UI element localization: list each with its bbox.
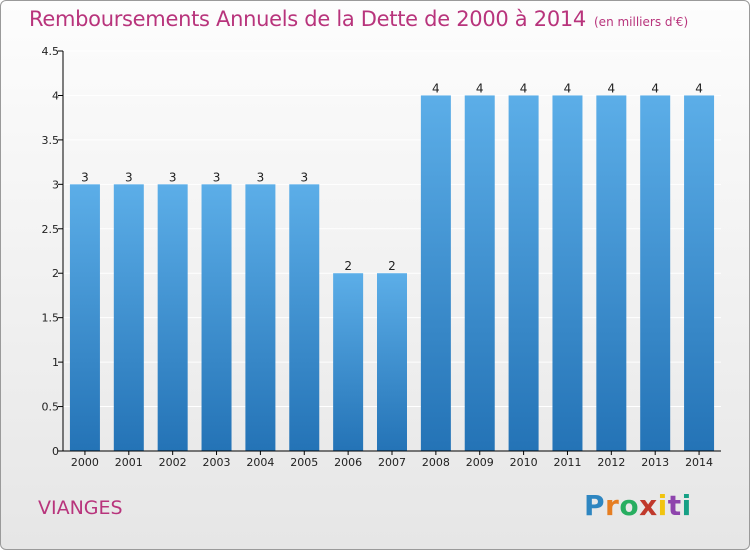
bar-value-label: 4: [608, 81, 616, 95]
y-tick-label: 1.5: [42, 312, 60, 325]
proxiti-logo: Proxiti: [584, 489, 692, 522]
bar: [508, 95, 539, 451]
bar: [684, 95, 715, 451]
bar-value-label: 4: [564, 81, 572, 95]
bar-value-label: 2: [388, 259, 396, 273]
bar: [201, 184, 232, 452]
brand-letter: i: [681, 489, 692, 522]
y-tick-label: 4: [52, 89, 59, 102]
bar: [333, 273, 364, 451]
bar-value-label: 3: [169, 170, 177, 184]
y-tick-label: 4.5: [42, 45, 60, 58]
x-tick-label: 2005: [290, 456, 318, 469]
bar: [69, 184, 100, 452]
chart-title-text: Remboursements Annuels de la Dette de 20…: [29, 7, 586, 31]
y-tick-label: 0: [52, 445, 59, 458]
x-tick-label: 2002: [159, 456, 187, 469]
bar-value-label: 2: [344, 259, 352, 273]
x-tick-label: 2012: [597, 456, 625, 469]
x-tick-label: 2008: [422, 456, 450, 469]
bar-value-label: 4: [695, 81, 703, 95]
brand-letter: x: [639, 489, 658, 522]
x-tick-label: 2006: [334, 456, 362, 469]
bar-value-label: 4: [432, 81, 440, 95]
bar-value-label: 4: [520, 81, 528, 95]
bar: [113, 184, 144, 452]
bar: [289, 184, 320, 452]
x-tick-label: 2014: [685, 456, 713, 469]
bar: [596, 95, 627, 451]
bar: [245, 184, 276, 452]
x-tick-label: 2003: [203, 456, 231, 469]
bar-value-label: 3: [125, 170, 133, 184]
bar: [420, 95, 451, 451]
x-tick-label: 2013: [641, 456, 669, 469]
bar: [377, 273, 407, 451]
brand-letter: P: [584, 489, 606, 522]
brand-letter: i: [657, 489, 668, 522]
bar: [464, 95, 495, 451]
chart-title: Remboursements Annuels de la Dette de 20…: [29, 7, 688, 31]
bar-value-label: 4: [476, 81, 484, 95]
y-tick-label: 2.5: [42, 223, 60, 236]
x-tick-label: 2009: [466, 456, 494, 469]
bar-value-label: 3: [257, 170, 265, 184]
chart-unit: (en milliers d'€): [594, 15, 689, 29]
y-tick-label: 1: [52, 356, 59, 369]
y-tick-label: 3: [52, 178, 59, 191]
y-tick-label: 3.5: [42, 134, 60, 147]
bar: [640, 95, 671, 451]
bar: [552, 95, 583, 451]
commune-name: VIANGES: [38, 497, 123, 519]
x-tick-label: 2001: [115, 456, 143, 469]
bar-value-label: 3: [81, 170, 89, 184]
x-tick-label: 2010: [510, 456, 538, 469]
x-tick-label: 2000: [71, 456, 99, 469]
bar-value-label: 4: [651, 81, 659, 95]
brand-letter: r: [605, 489, 620, 522]
x-tick-label: 2007: [378, 456, 406, 469]
y-tick-label: 2: [52, 267, 59, 280]
x-tick-label: 2011: [553, 456, 581, 469]
bar-value-label: 3: [213, 170, 221, 184]
y-tick-label: 0.5: [42, 401, 60, 414]
bar: [157, 184, 188, 452]
x-tick-label: 2004: [246, 456, 274, 469]
brand-letter: o: [619, 489, 640, 522]
brand-letter: t: [667, 489, 682, 522]
bar-value-label: 3: [300, 170, 308, 184]
